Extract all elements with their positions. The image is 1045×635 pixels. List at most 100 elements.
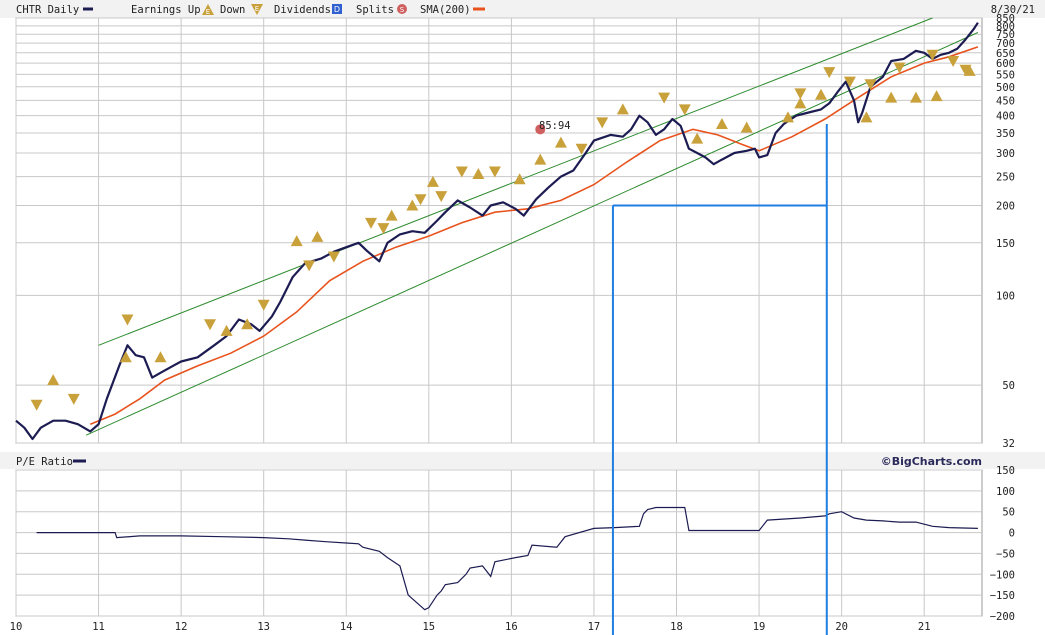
earnings-up-marker	[290, 235, 303, 247]
x-tick-label: 11	[92, 621, 105, 633]
split-icon: S	[397, 4, 407, 14]
price-y-tick-label: 300	[996, 148, 1015, 160]
earnings-up-marker	[930, 90, 943, 102]
earnings-down-marker	[575, 143, 588, 155]
earnings-up-marker	[241, 318, 254, 330]
pe-y-tick-label: 0	[1009, 528, 1015, 540]
earnings-down-marker	[204, 319, 217, 331]
earnings-up-marker	[426, 175, 439, 187]
legend-ticker: CHTR Daily	[16, 4, 79, 16]
price-series	[15, 22, 979, 441]
earnings-up-marker	[220, 324, 233, 336]
x-tick-label: 10	[10, 621, 23, 633]
earnings-up-marker	[616, 103, 629, 115]
pe-y-tick-label: −50	[996, 548, 1015, 560]
earnings-down-marker	[926, 49, 939, 61]
x-tick-label: 16	[505, 621, 518, 633]
earnings-down-marker	[30, 399, 43, 411]
earnings-up-marker	[47, 374, 60, 386]
pe-header-bar	[0, 452, 1045, 469]
price-y-tick-label: 450	[996, 95, 1015, 107]
price-y-tick-label: 850	[996, 13, 1015, 25]
x-tick-label: 20	[835, 621, 848, 633]
price-y-tick-label: 250	[996, 172, 1015, 184]
price-line	[15, 22, 979, 441]
x-tick-label: 18	[670, 621, 683, 633]
pe-y-tick-label: 50	[1002, 507, 1015, 519]
earnings-up-marker	[534, 153, 547, 165]
earnings-up-marker	[154, 351, 167, 363]
legend-earnings-up: Earnings Up	[131, 4, 201, 16]
legend: CHTR Daily Earnings Up E Down E Dividend…	[16, 4, 1035, 16]
sma-line	[89, 46, 979, 425]
pe-y-tick-label: 150	[996, 465, 1015, 477]
earnings-up-marker	[860, 111, 873, 123]
earnings-down-marker	[414, 194, 427, 206]
earnings-up-marker	[909, 91, 922, 103]
earnings-down-marker	[455, 166, 468, 178]
trend-channel	[85, 17, 979, 436]
legend-sma: SMA(200)	[420, 4, 471, 16]
earnings-down-marker	[67, 393, 80, 405]
earnings-up-marker	[472, 168, 485, 180]
price-y-tick-label: 550	[996, 69, 1015, 81]
split-glyph: S	[400, 6, 405, 14]
split-markers	[535, 124, 546, 135]
earnings-up-marker	[781, 111, 794, 123]
earnings-down-marker	[947, 55, 960, 67]
legend-date: 8/30/21	[991, 4, 1035, 16]
sma-series	[89, 46, 979, 425]
earnings-down-marker	[823, 67, 836, 79]
x-tick-label: 12	[175, 621, 188, 633]
earnings-down-marker	[678, 104, 691, 116]
x-tick-label: 14	[340, 621, 353, 633]
pe-y-tick-label: 100	[996, 486, 1015, 498]
price-y-tick-label: 50	[1002, 380, 1015, 392]
earnings-down-marker	[303, 260, 316, 272]
earnings-up-marker	[406, 199, 419, 211]
price-y-tick-label: 200	[996, 201, 1015, 213]
pe-series	[36, 506, 978, 611]
earnings-up-icon: E	[202, 4, 214, 16]
x-tick-label: 13	[257, 621, 270, 633]
earnings-down-glyph: E	[255, 5, 259, 13]
earnings-down-marker	[488, 166, 501, 178]
pe-grid	[15, 469, 982, 617]
earnings-down-marker	[794, 88, 807, 100]
bigcharts-brand: ©BigCharts.com	[881, 455, 982, 468]
earnings-up-marker	[815, 88, 827, 100]
x-tick-label: 19	[753, 621, 766, 633]
earnings-down-marker	[959, 64, 972, 76]
earnings-up-marker	[385, 209, 398, 221]
earnings-up-marker	[740, 121, 753, 133]
price-y-tick-label: 800	[996, 21, 1015, 33]
legend-dividends: Dividends	[274, 4, 331, 16]
pe-y-axis: 150 100 50 0 −50 −100 −150 −200	[990, 465, 1015, 623]
earnings-up-marker	[715, 118, 728, 130]
pe-y-tick-label: −150	[990, 590, 1015, 602]
split-marker	[535, 124, 546, 135]
pe-y-tick-label: −200	[990, 611, 1015, 623]
earnings-down-marker	[864, 79, 877, 91]
price-y-tick-label: 100	[996, 290, 1015, 302]
price-y-tick-label: 650	[996, 48, 1015, 60]
earnings-up-marker	[691, 132, 704, 144]
earnings-down-marker	[121, 314, 134, 326]
price-y-tick-label: 600	[996, 58, 1015, 70]
price-y-tick-label: 750	[996, 29, 1015, 41]
earnings-down-marker	[843, 76, 856, 88]
pe-panel-frame	[15, 469, 983, 617]
price-y-tick-label: 350	[996, 128, 1015, 140]
earnings-down-marker	[435, 191, 448, 203]
price-y-tick-label: 150	[996, 238, 1015, 250]
earnings-up-marker	[513, 173, 526, 185]
guide-lines	[611, 124, 828, 635]
earnings-up-marker	[119, 351, 132, 363]
price-grid	[15, 17, 982, 444]
x-axis: 10 11 12 13 14 15 16 17 18 19 20 21	[10, 621, 931, 633]
earnings-up-marker	[885, 91, 898, 103]
earnings-down-marker	[596, 117, 609, 129]
earnings-up-marker	[554, 136, 567, 148]
